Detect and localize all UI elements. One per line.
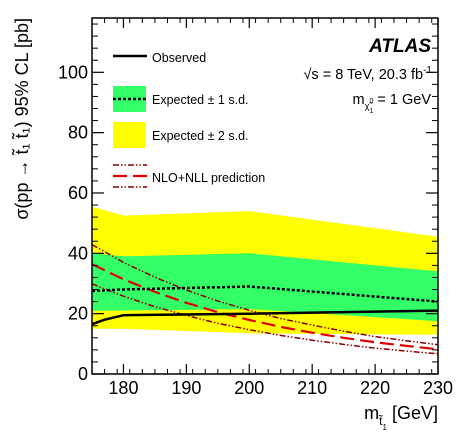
legend-2sd-label: Expected ± 2 s.d.	[152, 129, 249, 143]
x-axis-label-unit: [GeV]	[387, 403, 438, 423]
y-tick-label: 60	[68, 183, 88, 203]
x-axis-label-m: m	[364, 403, 379, 423]
x-tick-label: 230	[423, 378, 453, 398]
observed-limit-line	[92, 309, 438, 326]
neutralino-mass-label: mχ̃0 1 = 1 GeV	[352, 92, 431, 115]
legend-observed-label: Observed	[152, 51, 206, 65]
y-tick-label: 20	[68, 304, 88, 324]
energy-lumi-superscript: -1	[423, 65, 432, 76]
legend-theory-label: NLO+NLL prediction	[152, 171, 265, 185]
energy-lumi-label: √s = 8 TeV, 20.3 fb-1	[303, 65, 432, 83]
mass-label-m: m	[352, 92, 364, 108]
x-tick-label: 190	[171, 378, 201, 398]
legend-2sd-swatch	[113, 122, 146, 148]
energy-lumi-text: √s = 8 TeV, 20.3 fb	[303, 67, 423, 83]
x-tick-label: 220	[360, 378, 390, 398]
experiment-label: ATLAS	[368, 36, 431, 57]
y-axis-label: σ(pp → t̃₁ t̃₁) 95% CL [pb]	[12, 18, 32, 220]
axis-ticks: 180 190 200 210 220 230 0 20 40 60 80 100	[58, 18, 453, 398]
legend-1sd-label: Expected ± 1 s.d.	[152, 93, 249, 107]
x-axis-label: mt̃1 [GeV]	[364, 403, 438, 432]
x-axis-label-stop-sub: 1	[383, 423, 388, 432]
mass-label-value: = 1 GeV	[373, 92, 431, 108]
mass-label-chi: χ̃	[365, 101, 374, 112]
y-tick-label: 100	[58, 62, 88, 82]
y-tick-label: 80	[68, 123, 88, 143]
plot-data-layer	[92, 206, 438, 355]
y-tick-label: 0	[78, 364, 88, 384]
x-tick-label: 210	[297, 378, 327, 398]
mass-label-chi-sub: 1	[369, 108, 373, 115]
expected-1sd-band	[92, 253, 438, 322]
y-tick-label: 40	[68, 243, 88, 263]
mass-label-chi-sup: 0	[370, 98, 374, 105]
x-tick-label: 200	[234, 378, 264, 398]
theory-lower-line	[92, 283, 438, 355]
theory-upper-line	[92, 243, 438, 346]
expected-limit-line	[92, 285, 438, 303]
x-tick-label: 180	[108, 378, 138, 398]
plot-frame	[91, 17, 439, 375]
legend: Observed Expected ± 1 s.d. Expected ± 2 …	[113, 51, 265, 188]
x-axis-label-stop: t̃	[378, 413, 384, 428]
